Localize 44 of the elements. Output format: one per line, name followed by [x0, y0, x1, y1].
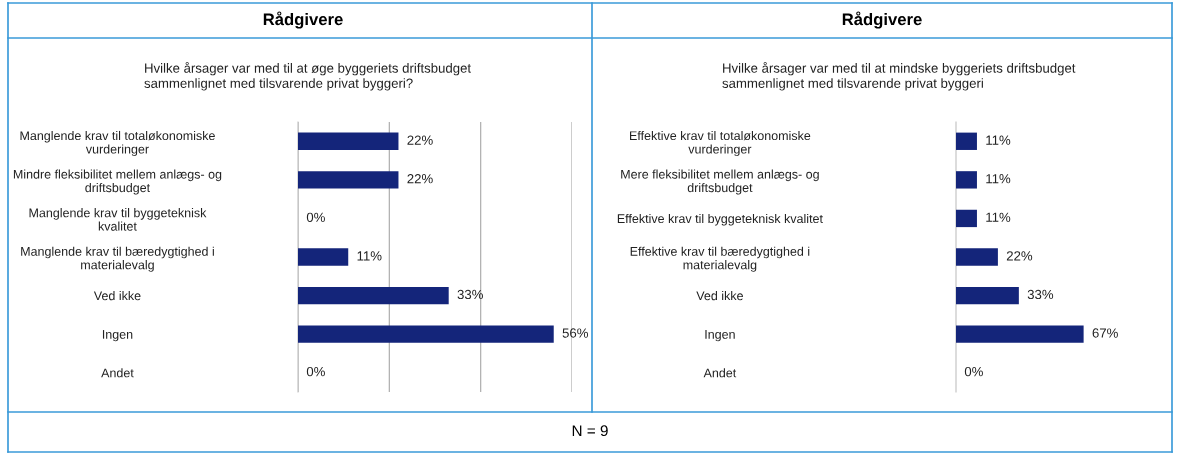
y-tick-label: Ingen	[705, 330, 735, 342]
chart-subtitle: Hvilke årsager var med til at øge byggeriets driftsbudget sammenlignet med tilsvarende privat byggeri?	[144, 62, 471, 91]
bar	[956, 248, 998, 266]
bar	[298, 248, 349, 266]
y-tick-label: Effektive krav til totaløkonomiske vurderinger	[630, 130, 811, 157]
data-label: 33%	[1027, 289, 1054, 300]
data-label: 22%	[1006, 251, 1033, 261]
data-label: 11%	[986, 135, 1011, 145]
data-label: 11%	[986, 174, 1011, 184]
bar	[956, 286, 1019, 305]
bar	[956, 171, 977, 189]
y-tick-label: Andet	[101, 368, 134, 378]
data-label: 0%	[306, 366, 325, 377]
y-tick-label: Mindre fleksibilitet mellem anlægs- og driftsbudget	[13, 169, 222, 195]
bar	[956, 325, 1084, 343]
chart-subtitle: Hvilke årsager var med til at mindske byggeriets driftsbudget sammenlignet med tilsvarende privat byggeri	[722, 62, 1076, 91]
bar	[956, 132, 977, 150]
y-tick-label: Andet	[703, 368, 737, 378]
bar	[956, 209, 977, 228]
y-tick-label: Effektive krav til bæredygtighed i materialevalg	[630, 246, 810, 272]
y-tick-label: Ingen	[102, 330, 133, 342]
chart-title: Rådgivere	[263, 11, 343, 29]
bar	[298, 132, 399, 150]
data-label: 56%	[562, 328, 589, 338]
y-tick-label: Effektive krav til byggeteknisk kvalitet	[617, 213, 823, 226]
data-label: 11%	[357, 251, 382, 261]
y-tick-label: Mere fleksibilitet mellem anlægs- og driftsbudget	[621, 169, 819, 195]
bar	[298, 171, 399, 189]
y-tick-label: Manglende krav til totaløkonomiske vurderinger	[20, 130, 215, 157]
data-label: 0%	[964, 366, 983, 377]
y-tick-label: Ved ikke	[93, 291, 141, 301]
data-label: 67%	[1092, 328, 1118, 338]
data-label: 22%	[407, 174, 433, 184]
bar	[298, 286, 449, 305]
y-tick-label: Manglende krav til bæredygtighed i materialevalg	[21, 246, 214, 272]
chart-title: Rådgivere	[842, 11, 922, 29]
data-label: 33%	[457, 289, 483, 300]
y-tick-label: Ved ikke	[696, 291, 743, 301]
y-tick-label: Manglende krav til byggeteknisk kvalitet	[29, 208, 207, 231]
bar	[298, 325, 554, 343]
data-label: 11%	[986, 212, 1011, 222]
data-label: 22%	[407, 135, 433, 145]
text: N = 9	[572, 425, 608, 437]
data-label: 0%	[306, 212, 325, 222]
